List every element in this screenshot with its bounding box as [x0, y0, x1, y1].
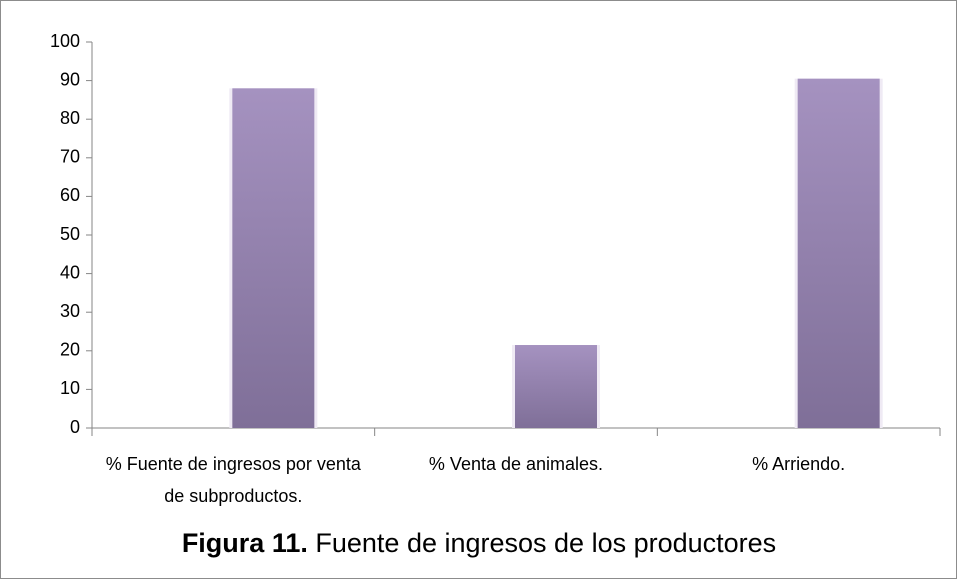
x-tick-label: % Arriendo. — [752, 454, 846, 474]
x-tick-label: % Fuente de ingresos por venta de subpro… — [105, 454, 361, 506]
y-tick-label: 90 — [60, 69, 80, 89]
caption-label: Figura 11. — [181, 528, 308, 558]
bar — [797, 78, 880, 429]
y-tick-label: 30 — [60, 301, 80, 321]
y-tick-label: 20 — [60, 340, 80, 360]
bar — [515, 345, 597, 428]
y-tick-label: 0 — [70, 417, 80, 437]
y-tick-label: 100 — [50, 31, 80, 51]
bar — [232, 88, 315, 428]
caption: Figura 11. Fuente de ingresos de los pro… — [0, 528, 958, 559]
chart-title: Fuente de ingresos de los productores — [315, 528, 777, 558]
y-tick-label: 80 — [60, 108, 80, 128]
x-tick-label: % Venta de animales. — [428, 454, 604, 474]
y-tick-label: 40 — [60, 262, 80, 282]
y-tick-label: 70 — [60, 147, 80, 167]
y-tick-label: 10 — [60, 378, 80, 398]
y-tick-label: 50 — [60, 224, 80, 244]
y-tick-label: 60 — [60, 185, 80, 205]
